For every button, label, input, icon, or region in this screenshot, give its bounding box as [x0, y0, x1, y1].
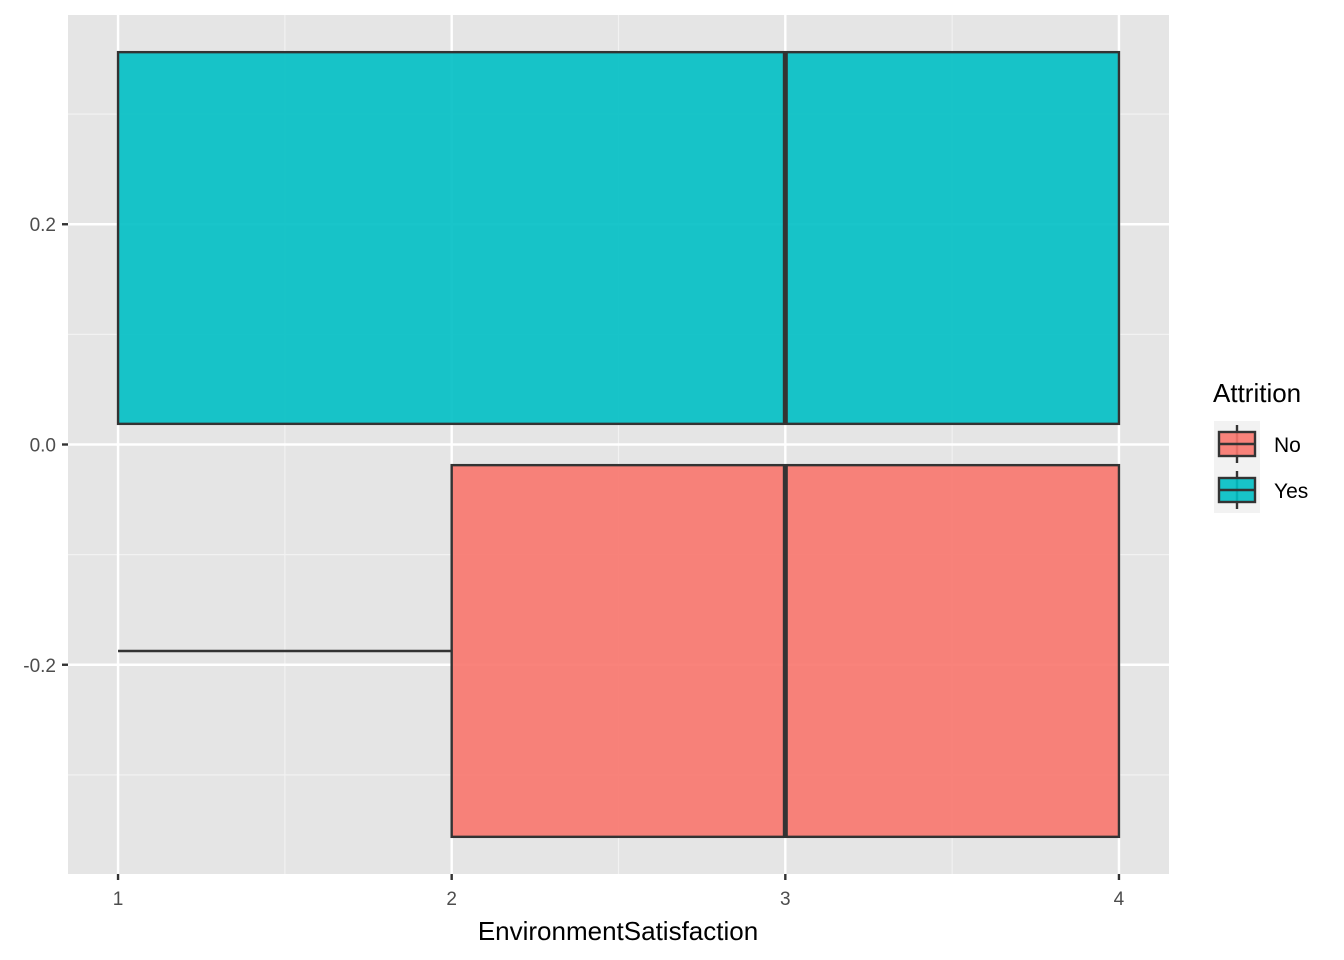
x-tick-label: 4 — [1114, 889, 1125, 910]
box-body — [116, 50, 1121, 426]
y-tick-label: 0.0 — [30, 436, 56, 457]
box-yes — [116, 50, 1121, 426]
legend-keys: No Yes — [1214, 421, 1308, 513]
x-tick-label: 2 — [446, 889, 457, 910]
legend-item-no: No — [1214, 421, 1301, 467]
x-axis-title: EnvironmentSatisfaction — [478, 916, 758, 946]
box-no — [118, 463, 1121, 839]
x-axis: 1 2 3 4 — [113, 874, 1125, 910]
y-tick-label: -0.2 — [23, 656, 56, 677]
x-tick-label: 1 — [113, 889, 124, 910]
legend-title: Attrition — [1213, 378, 1301, 408]
legend: Attrition No Yes — [1213, 378, 1308, 513]
legend-item-yes: Yes — [1214, 467, 1308, 513]
y-axis: -0.2 0.0 0.2 — [23, 215, 68, 677]
boxes — [116, 50, 1121, 839]
legend-label: No — [1274, 434, 1301, 457]
y-tick-label: 0.2 — [30, 215, 56, 236]
legend-label: Yes — [1274, 480, 1308, 503]
x-tick-label: 3 — [780, 889, 791, 910]
